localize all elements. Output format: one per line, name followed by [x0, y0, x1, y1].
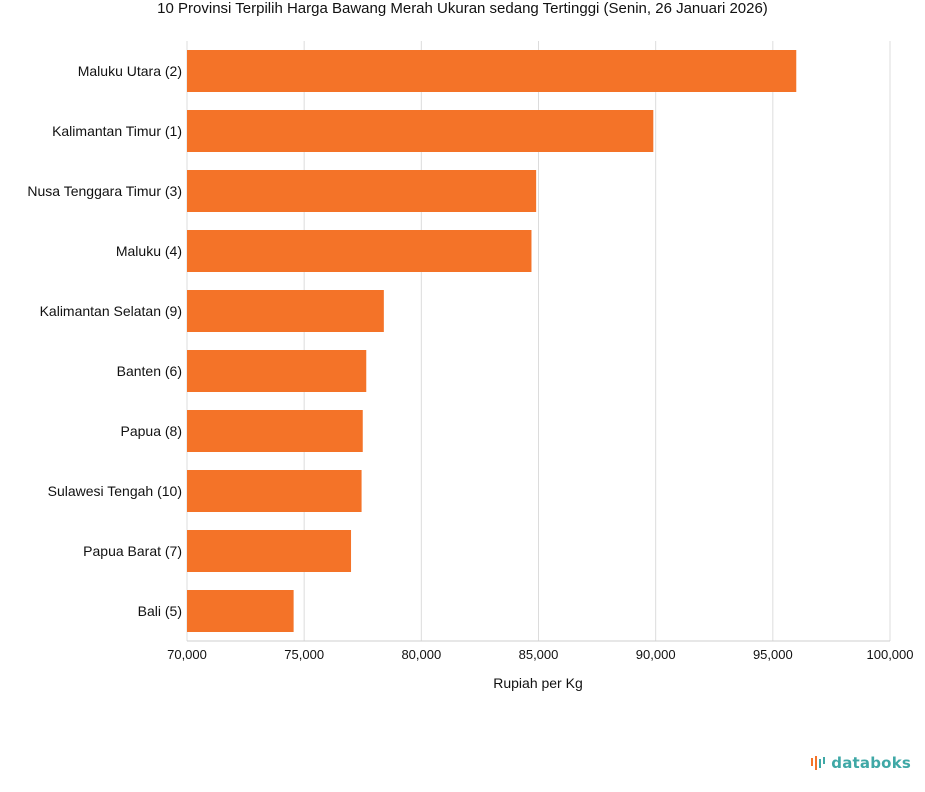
category-labels: Maluku Utara (2) Kalimantan Timur (1) Nusa… — [27, 63, 182, 619]
category-label: Maluku (4) — [116, 243, 182, 259]
category-label: Banten (6) — [117, 363, 182, 379]
x-tick-label: 70,000 — [167, 647, 207, 662]
brand-text: databoks — [831, 754, 911, 772]
bar — [187, 110, 654, 152]
chart-title: 10 Provinsi Terpilih Harga Bawang Merah … — [157, 0, 768, 17]
category-label: Sulawesi Tengah (10) — [48, 483, 182, 499]
bar — [187, 530, 352, 572]
bar — [187, 50, 797, 92]
category-label: Maluku Utara (2) — [78, 63, 182, 79]
bar — [187, 290, 384, 332]
x-tick-label: 90,000 — [636, 647, 676, 662]
brand-logo: databoks — [810, 754, 911, 772]
bar — [187, 170, 537, 212]
bar — [187, 470, 362, 512]
x-tick-label: 80,000 — [401, 647, 441, 662]
x-axis-label: Rupiah per Kg — [493, 675, 583, 691]
databoks-logo-icon — [811, 756, 826, 770]
category-label: Papua (8) — [121, 423, 182, 439]
x-tick-label: 75,000 — [284, 647, 324, 662]
category-label: Bali (5) — [138, 603, 182, 619]
bars — [187, 50, 797, 632]
bar — [187, 410, 363, 452]
gridlines — [186, 41, 891, 642]
x-tick-label: 85,000 — [519, 647, 559, 662]
category-label: Nusa Tenggara Timur (3) — [27, 183, 182, 199]
bar — [187, 590, 294, 632]
bar — [187, 350, 367, 392]
bar — [187, 230, 532, 272]
category-label: Kalimantan Selatan (9) — [40, 303, 182, 319]
category-label: Kalimantan Timur (1) — [52, 123, 182, 139]
x-tick-label: 100,000 — [867, 647, 914, 662]
x-tick-labels: 70,000 75,000 80,000 85,000 90,000 95,000 100,… — [167, 647, 913, 662]
x-tick-label: 95,000 — [753, 647, 793, 662]
category-label: Papua Barat (7) — [83, 543, 182, 559]
